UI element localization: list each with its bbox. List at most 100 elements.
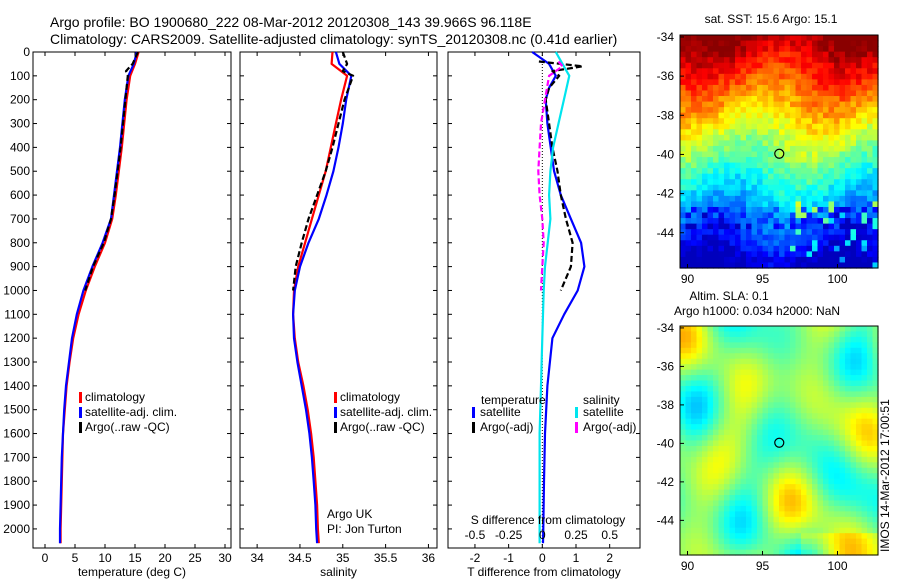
map-cell	[724, 484, 731, 491]
map-cell	[806, 424, 813, 431]
map-cell	[856, 62, 863, 69]
map-cell	[702, 84, 709, 92]
map-cell	[685, 73, 692, 80]
map-cell	[691, 251, 698, 258]
map-cell	[707, 90, 714, 97]
map-cell	[740, 429, 747, 436]
map-cell	[845, 385, 852, 393]
map-cell	[718, 35, 725, 42]
map-cell	[757, 96, 764, 103]
map-cell	[845, 391, 852, 398]
map-cell	[790, 326, 797, 333]
map-cell	[768, 240, 775, 247]
map-cell	[702, 418, 709, 425]
map-cell	[828, 123, 835, 130]
map-cell	[713, 157, 720, 164]
map-cell	[861, 73, 868, 80]
map-cell	[735, 173, 742, 180]
map-cell	[773, 107, 780, 114]
map-cell	[746, 500, 753, 507]
map-cell	[718, 440, 725, 447]
map-cell	[823, 46, 830, 53]
map-cell	[867, 473, 874, 480]
map-cell	[779, 522, 786, 529]
map-cell	[691, 413, 698, 420]
temperature-frame	[32, 51, 232, 549]
map-cell	[867, 62, 874, 69]
map-cell	[740, 57, 747, 64]
map-cell	[680, 118, 687, 125]
map-cell	[801, 429, 808, 436]
map-cell	[746, 402, 753, 409]
map-cell	[751, 84, 758, 92]
map-cell	[751, 505, 758, 512]
map-cell	[680, 212, 687, 219]
map-cell	[839, 134, 846, 142]
map-cell	[812, 326, 819, 333]
map-cell	[812, 206, 819, 214]
map-cell	[856, 429, 863, 436]
map-cell	[817, 229, 824, 236]
map-cell	[861, 256, 868, 264]
map-cell	[696, 533, 703, 540]
map-cell	[823, 112, 830, 119]
map-cell	[784, 505, 791, 512]
map-cell	[784, 35, 791, 42]
map-cell	[735, 84, 742, 92]
map-cell	[757, 107, 764, 114]
series-line-satellite-adj-clim-	[58, 51, 138, 544]
map-cell	[872, 500, 879, 507]
map-cell	[801, 347, 808, 354]
map-cell	[856, 168, 863, 175]
sst-map-frame	[679, 34, 879, 269]
map-cell	[685, 234, 692, 241]
map-cell	[839, 68, 846, 75]
map-cell	[795, 478, 802, 485]
map-cell	[834, 212, 841, 219]
map-cell	[696, 544, 703, 551]
map-cell	[834, 358, 841, 365]
map-cell	[740, 212, 747, 219]
map-cell	[795, 369, 802, 376]
map-cell	[691, 157, 698, 164]
map-cell	[746, 418, 753, 425]
map-cell	[735, 429, 742, 436]
map-cell	[691, 375, 698, 382]
map-cell	[845, 79, 852, 86]
map-cell	[839, 195, 846, 203]
map-cell	[790, 484, 797, 491]
map-cell	[856, 134, 863, 142]
map-cell	[861, 168, 868, 175]
map-cell	[702, 118, 709, 125]
map-cell	[850, 101, 857, 108]
map-cell	[735, 262, 742, 269]
map-cell	[801, 79, 808, 86]
map-cell	[707, 505, 714, 512]
map-cell	[834, 456, 841, 463]
map-cell	[691, 35, 698, 42]
map-cell	[691, 544, 698, 551]
map-cell	[718, 173, 725, 180]
map-cell	[680, 79, 687, 86]
map-cell	[762, 179, 769, 186]
map-cell	[729, 516, 736, 523]
map-cell	[746, 145, 753, 153]
map-cell	[746, 118, 753, 125]
map-cell	[696, 326, 703, 333]
map-cell	[696, 445, 703, 452]
map-cell	[735, 331, 742, 338]
map-cell	[845, 184, 852, 191]
map-cell	[757, 331, 764, 338]
x-tick-label: 2	[606, 551, 613, 565]
map-cell	[680, 364, 687, 371]
map-cell	[861, 212, 868, 219]
map-cell	[823, 145, 830, 153]
map-cell	[696, 331, 703, 338]
map-cell	[812, 522, 819, 529]
map-cell	[718, 62, 725, 69]
map-cell	[713, 206, 720, 214]
map-cell	[784, 245, 791, 252]
map-cell	[801, 162, 808, 169]
map-cell	[762, 326, 769, 333]
map-cell	[806, 505, 813, 512]
